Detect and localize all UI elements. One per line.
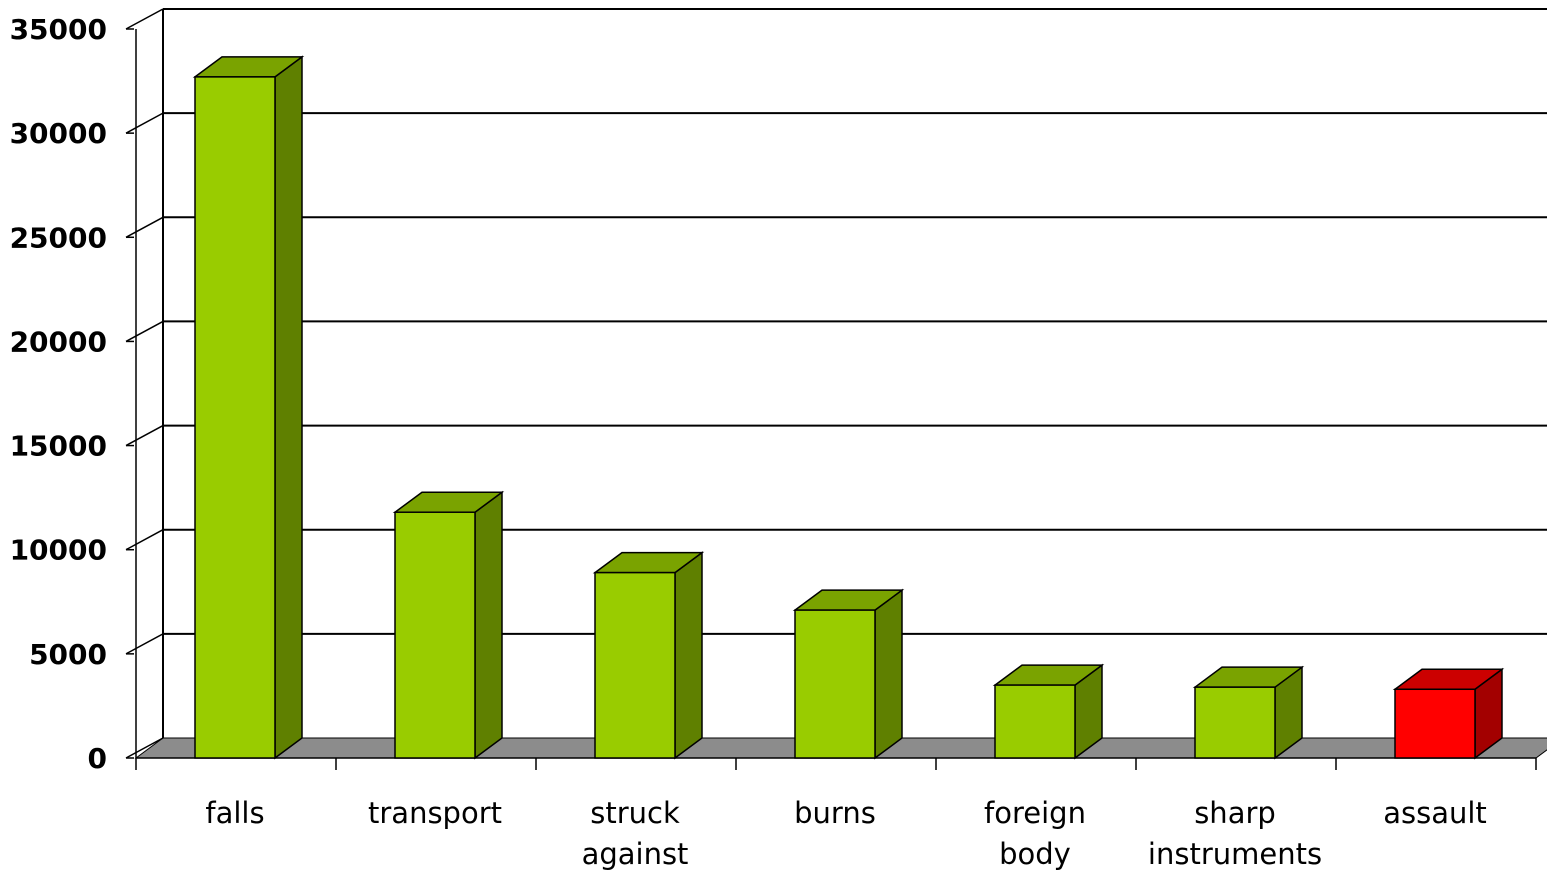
- tick-diagonal: [125, 633, 164, 655]
- tick-diagonal: [125, 424, 164, 447]
- gridlines: [125, 8, 1547, 759]
- tick-diagonal: [125, 737, 164, 759]
- bar-front: [994, 684, 1076, 759]
- tick-diagonal: [125, 320, 164, 343]
- y-tick-label: 25000: [10, 221, 107, 254]
- x-category-label: struck against: [582, 796, 689, 871]
- x-category-label: foreign body: [984, 796, 1086, 871]
- bar-side: [274, 55, 303, 760]
- y-tick-label: 30000: [10, 117, 107, 150]
- y-tick-label: 5000: [29, 638, 107, 671]
- bar-front: [194, 76, 276, 759]
- bar-front: [1394, 688, 1476, 759]
- bar: [992, 663, 1105, 760]
- bars: [192, 55, 1505, 760]
- bar: [392, 490, 505, 760]
- y-tick-label: 10000: [10, 534, 107, 567]
- bar: [1192, 665, 1305, 760]
- x-category-label-line: body: [999, 837, 1071, 871]
- category-labels: falls transport struck against burns foreign b…: [205, 796, 1486, 871]
- bar: [1392, 667, 1505, 760]
- bar: [592, 551, 705, 760]
- x-category-label-line: sharp: [1194, 796, 1276, 830]
- x-category-label-line: struck: [590, 796, 680, 830]
- axes: [126, 9, 1537, 770]
- bar-front: [794, 609, 876, 759]
- y-tick-label: 35000: [10, 13, 107, 46]
- bar: [792, 588, 905, 760]
- x-category-label-line: instruments: [1148, 837, 1322, 871]
- y-tick-labels: 0 5000 10000 15000 20000 25000 30000 35000: [10, 13, 107, 775]
- x-category-label: assault: [1383, 796, 1487, 830]
- tick-diagonal: [125, 112, 164, 134]
- bar-front: [1194, 686, 1276, 759]
- bar-side: [874, 588, 903, 760]
- y-tick-label: 15000: [10, 430, 107, 463]
- bar-front: [394, 511, 476, 759]
- tick-diagonal: [125, 216, 164, 238]
- bar-front: [594, 571, 676, 759]
- bar-side: [674, 551, 703, 760]
- x-category-label-line: falls: [205, 796, 264, 830]
- tick-diagonal: [125, 8, 164, 30]
- x-category-label: sharp instruments: [1148, 796, 1322, 871]
- bar: [192, 55, 305, 760]
- y-tick-label: 20000: [10, 325, 107, 358]
- x-category-label-line: burns: [794, 796, 876, 830]
- bar-side: [474, 490, 503, 760]
- x-category-label-line: assault: [1383, 796, 1487, 830]
- x-category-label-line: foreign: [984, 796, 1086, 830]
- tick-diagonal: [125, 529, 164, 551]
- x-category-label-line: transport: [368, 796, 502, 830]
- x-category-label: burns: [794, 796, 876, 830]
- x-category-label: transport: [368, 796, 502, 830]
- x-category-label-line: against: [582, 837, 689, 871]
- y-tick-label: 0: [88, 742, 107, 775]
- x-category-label: falls: [205, 796, 264, 830]
